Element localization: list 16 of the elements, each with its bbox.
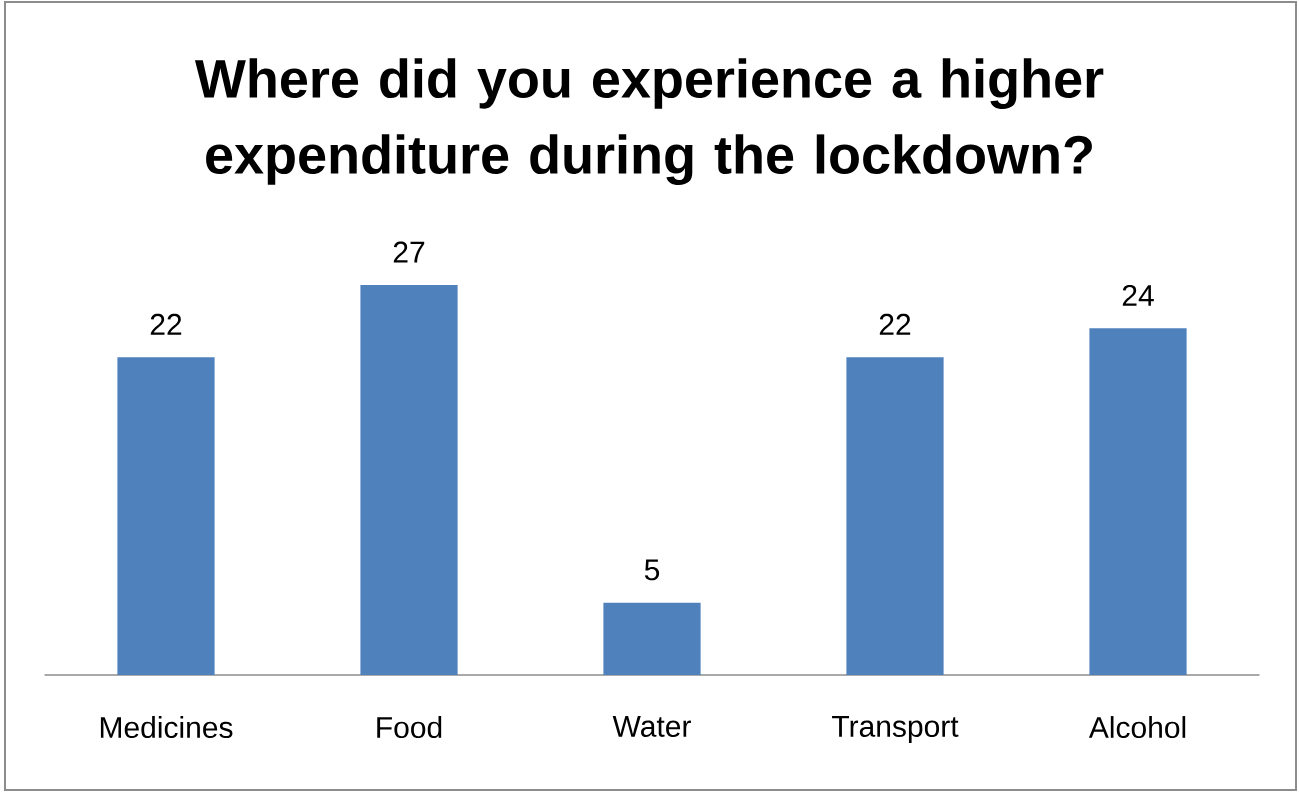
bar bbox=[360, 284, 458, 675]
chart-title: Where did you experience a higher expenditure during the lockdown? bbox=[194, 58, 1104, 185]
x-tick-label: Food bbox=[377, 716, 442, 739]
bar bbox=[603, 602, 701, 675]
bar bbox=[846, 357, 944, 675]
data-label: 22 bbox=[150, 313, 182, 335]
x-tick-label: Medicines bbox=[100, 716, 233, 739]
bar bbox=[1089, 328, 1187, 675]
data-label: 5 bbox=[644, 559, 660, 581]
data-label: 24 bbox=[1122, 284, 1154, 306]
data-label: 27 bbox=[393, 241, 425, 263]
x-tick-label: Transport bbox=[832, 716, 959, 743]
bar bbox=[117, 357, 215, 675]
data-label: 22 bbox=[879, 313, 911, 335]
x-tick-label: Water bbox=[612, 716, 691, 737]
x-tick-label: Alcohol bbox=[1088, 716, 1186, 739]
